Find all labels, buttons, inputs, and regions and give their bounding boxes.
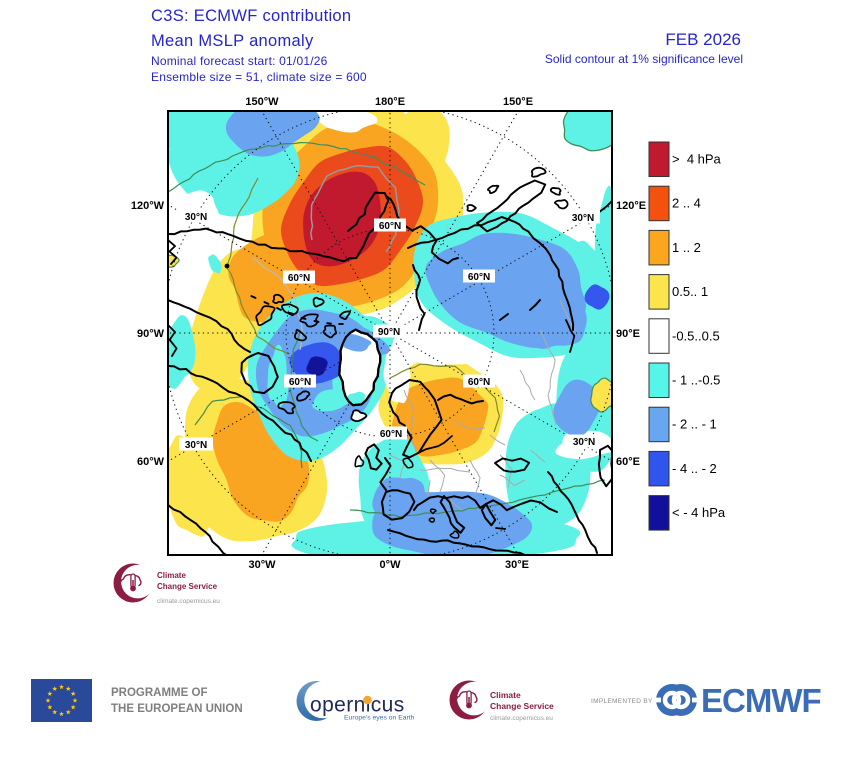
svg-text:Solid contour at 1% significan: Solid contour at 1% significance level — [545, 52, 743, 66]
svg-text:opernicus: opernicus — [310, 694, 405, 717]
svg-text:60°N: 60°N — [468, 377, 490, 388]
svg-text:FEB 2026: FEB 2026 — [665, 30, 741, 49]
svg-text:0.5.. 1: 0.5.. 1 — [672, 284, 708, 299]
svg-text:Climate: Climate — [490, 690, 521, 700]
svg-text:30°N: 30°N — [185, 212, 207, 223]
svg-text:- 2 .. - 1: - 2 .. - 1 — [672, 417, 717, 432]
svg-text:> 4 hPa: > 4 hPa — [672, 152, 722, 167]
svg-text:60°E: 60°E — [616, 456, 640, 468]
svg-text:Ensemble size = 51, climate si: Ensemble size = 51, climate size = 600 — [151, 70, 367, 84]
svg-text:PROGRAMME OF: PROGRAMME OF — [111, 687, 207, 699]
svg-text:120°E: 120°E — [616, 200, 646, 212]
svg-text:C3S: ECMWF contribution: C3S: ECMWF contribution — [151, 7, 351, 25]
svg-text:climate.copernicus.eu: climate.copernicus.eu — [490, 715, 553, 722]
svg-text:150°E: 150°E — [503, 96, 533, 108]
svg-text:150°W: 150°W — [245, 96, 279, 108]
svg-text:- 1 ..-0.5: - 1 ..-0.5 — [672, 373, 720, 388]
svg-text:climate.copernicus.eu: climate.copernicus.eu — [157, 598, 220, 605]
svg-text:Change Service: Change Service — [157, 582, 218, 591]
svg-text:30°N: 30°N — [573, 437, 595, 448]
svg-text:120°W: 120°W — [131, 200, 165, 212]
svg-text:60°N: 60°N — [289, 377, 311, 388]
svg-text:30°W: 30°W — [248, 559, 276, 571]
svg-text:Nominal forecast start: 01/01/: Nominal forecast start: 01/01/26 — [151, 54, 328, 68]
svg-text:Europe's eyes on Earth: Europe's eyes on Earth — [344, 715, 415, 722]
svg-text:ECMWF: ECMWF — [701, 682, 821, 719]
svg-text:60°N: 60°N — [288, 273, 310, 284]
svg-text:1 .. 2: 1 .. 2 — [672, 240, 701, 255]
svg-text:Climate: Climate — [157, 571, 186, 580]
svg-text:-0.5..0.5: -0.5..0.5 — [672, 328, 720, 343]
svg-text:2 .. 4: 2 .. 4 — [672, 196, 701, 211]
svg-text:IMPLEMENTED BY: IMPLEMENTED BY — [591, 698, 653, 705]
svg-text:Mean MSLP anomaly: Mean MSLP anomaly — [151, 32, 314, 50]
svg-text:THE EUROPEAN UNION: THE EUROPEAN UNION — [111, 703, 243, 715]
svg-text:30°N: 30°N — [185, 440, 207, 451]
svg-text:60°W: 60°W — [137, 456, 165, 468]
svg-text:0°W: 0°W — [380, 559, 402, 571]
svg-text:60°N: 60°N — [379, 221, 401, 232]
svg-text:90°W: 90°W — [137, 328, 165, 340]
svg-text:Change Service: Change Service — [490, 701, 554, 711]
svg-text:60°N: 60°N — [380, 429, 402, 440]
svg-text:30°E: 30°E — [505, 559, 529, 571]
svg-text:- 4 .. - 2: - 4 .. - 2 — [672, 461, 717, 476]
svg-text:30°N: 30°N — [572, 213, 594, 224]
svg-text:90°N: 90°N — [378, 327, 400, 338]
svg-text:180°E: 180°E — [375, 96, 405, 108]
svg-text:60°N: 60°N — [468, 272, 490, 283]
svg-text:< - 4 hPa: < - 4 hPa — [672, 505, 726, 520]
svg-text:90°E: 90°E — [616, 328, 640, 340]
